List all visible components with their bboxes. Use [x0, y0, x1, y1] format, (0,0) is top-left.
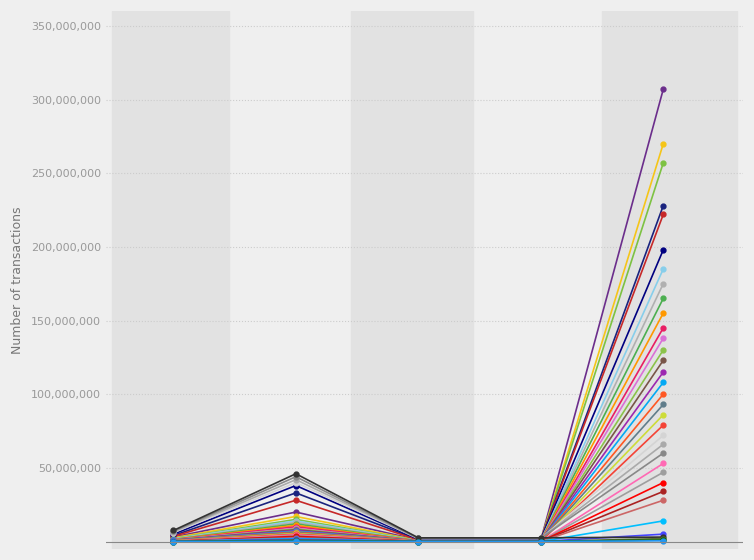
Y-axis label: Number of transactions: Number of transactions	[11, 206, 24, 354]
Bar	[351, 11, 474, 549]
Bar	[112, 11, 228, 549]
Bar	[602, 11, 737, 549]
